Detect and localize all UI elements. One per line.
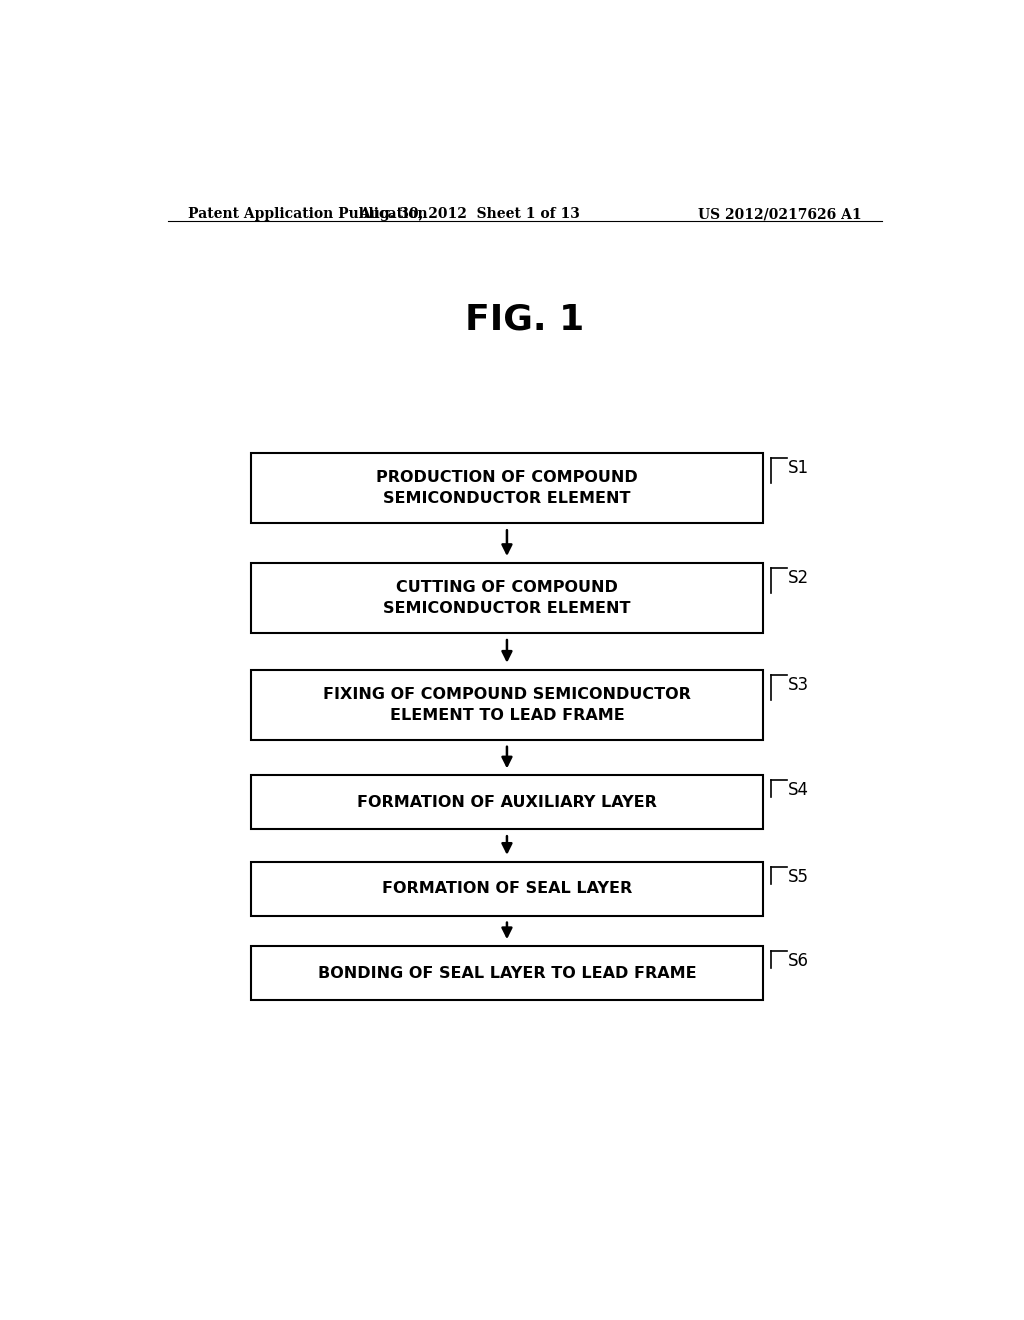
Text: S4: S4 bbox=[788, 781, 809, 800]
Text: S2: S2 bbox=[788, 569, 809, 587]
Bar bbox=[251, 453, 763, 523]
Text: Patent Application Publication: Patent Application Publication bbox=[187, 207, 427, 222]
Text: Aug. 30, 2012  Sheet 1 of 13: Aug. 30, 2012 Sheet 1 of 13 bbox=[358, 207, 580, 222]
Bar bbox=[251, 562, 763, 634]
Text: FORMATION OF AUXILIARY LAYER: FORMATION OF AUXILIARY LAYER bbox=[357, 795, 656, 809]
Text: BONDING OF SEAL LAYER TO LEAD FRAME: BONDING OF SEAL LAYER TO LEAD FRAME bbox=[317, 965, 696, 981]
Bar bbox=[251, 946, 763, 1001]
Text: FIXING OF COMPOUND SEMICONDUCTOR
ELEMENT TO LEAD FRAME: FIXING OF COMPOUND SEMICONDUCTOR ELEMENT… bbox=[323, 686, 691, 723]
Text: CUTTING OF COMPOUND
SEMICONDUCTOR ELEMENT: CUTTING OF COMPOUND SEMICONDUCTOR ELEMEN… bbox=[383, 579, 631, 616]
Text: FORMATION OF SEAL LAYER: FORMATION OF SEAL LAYER bbox=[382, 882, 632, 896]
Text: S3: S3 bbox=[788, 676, 809, 694]
Text: S6: S6 bbox=[788, 952, 809, 970]
Text: FIG. 1: FIG. 1 bbox=[465, 302, 585, 337]
Bar bbox=[251, 775, 763, 829]
Text: S1: S1 bbox=[788, 459, 809, 478]
Text: S5: S5 bbox=[788, 867, 809, 886]
Bar bbox=[251, 862, 763, 916]
Text: US 2012/0217626 A1: US 2012/0217626 A1 bbox=[698, 207, 862, 222]
Text: PRODUCTION OF COMPOUND
SEMICONDUCTOR ELEMENT: PRODUCTION OF COMPOUND SEMICONDUCTOR ELE… bbox=[376, 470, 638, 507]
Bar bbox=[251, 669, 763, 739]
